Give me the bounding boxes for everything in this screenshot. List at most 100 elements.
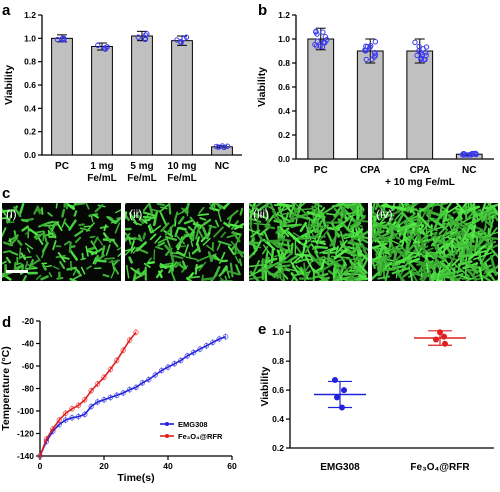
cell <box>209 203 215 210</box>
cell <box>183 244 189 258</box>
x-tick-label: 0 <box>38 461 43 471</box>
cell <box>317 276 330 281</box>
axis-line <box>289 325 494 449</box>
cell <box>102 273 110 278</box>
cell <box>19 203 25 215</box>
cell <box>459 274 472 280</box>
x-category-label: CPA <box>410 165 430 176</box>
cell <box>382 263 386 280</box>
cell <box>173 211 179 222</box>
cell <box>482 275 492 281</box>
cell <box>238 258 243 267</box>
cell <box>89 235 96 238</box>
cell <box>474 234 478 255</box>
cell <box>265 250 269 262</box>
cell <box>207 251 213 263</box>
cell <box>406 251 423 256</box>
cell <box>442 269 463 276</box>
cell <box>479 247 482 265</box>
cell <box>280 226 290 238</box>
cell <box>33 205 39 215</box>
cell <box>380 213 395 217</box>
cell <box>402 267 416 278</box>
series-marker <box>139 380 146 386</box>
data-point <box>419 52 426 58</box>
cell <box>68 241 72 253</box>
cell <box>116 246 121 251</box>
cell <box>72 269 77 276</box>
cell <box>249 276 264 281</box>
cell <box>299 221 307 233</box>
cell <box>312 207 326 222</box>
cell <box>304 256 315 273</box>
cell <box>35 274 42 280</box>
cell <box>35 254 41 262</box>
cell <box>353 237 364 251</box>
cell <box>103 224 107 232</box>
data-point <box>433 336 439 343</box>
cell <box>97 247 103 253</box>
cell <box>73 210 78 217</box>
cell <box>137 214 145 225</box>
cell <box>343 263 354 273</box>
cell <box>153 249 156 261</box>
cell <box>76 203 86 206</box>
cell <box>464 218 480 226</box>
cell <box>372 269 383 281</box>
bar <box>51 37 73 156</box>
cell <box>327 249 331 263</box>
y-tick-label: -60 <box>22 361 35 371</box>
legend-marker <box>165 434 169 438</box>
data-point <box>459 151 466 158</box>
cell <box>279 260 291 264</box>
cell <box>57 252 66 263</box>
data-point <box>416 43 422 50</box>
cell <box>20 252 27 261</box>
cell <box>48 272 53 278</box>
y-tick-label: -140 <box>17 451 34 461</box>
cell <box>157 270 163 279</box>
cell <box>38 222 48 228</box>
cell <box>313 208 317 220</box>
series-marker <box>190 349 197 356</box>
cell <box>104 257 116 260</box>
cell <box>224 275 228 281</box>
cell <box>264 239 279 242</box>
cell <box>484 243 493 255</box>
cell <box>426 209 432 227</box>
cell <box>132 211 140 220</box>
cell <box>478 266 484 281</box>
cell <box>444 229 459 239</box>
cell <box>42 264 47 271</box>
cell <box>417 214 431 228</box>
y-axis-title: Viability <box>256 67 268 107</box>
x-category-label: PC <box>314 165 328 176</box>
cell <box>183 219 194 225</box>
cell <box>457 260 473 266</box>
cell <box>482 231 498 238</box>
bar <box>356 50 384 160</box>
cell <box>451 273 464 278</box>
cell <box>464 259 479 275</box>
cell <box>177 209 188 216</box>
cell <box>281 271 286 281</box>
cell <box>276 264 288 279</box>
cell <box>24 242 34 250</box>
cell <box>97 237 104 246</box>
cell <box>2 227 7 239</box>
series-marker <box>197 346 203 352</box>
cell <box>425 259 436 272</box>
cell <box>2 260 7 265</box>
cell <box>15 263 24 272</box>
cell <box>185 256 198 261</box>
series-marker <box>62 410 69 416</box>
series-marker <box>152 372 158 378</box>
cell <box>491 204 498 217</box>
cell <box>165 236 171 248</box>
cell <box>305 224 312 241</box>
cell <box>216 242 222 251</box>
cell <box>491 250 498 258</box>
data-point <box>414 52 420 59</box>
cell <box>287 231 302 244</box>
